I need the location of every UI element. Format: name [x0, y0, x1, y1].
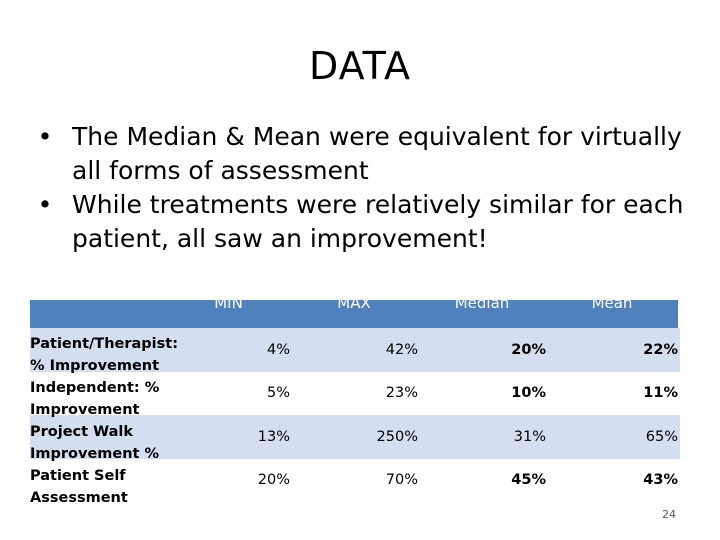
- header-cell-mean: Mean: [546, 294, 678, 328]
- cell-median: 45%: [511, 472, 546, 489]
- row-labels: Patient/Therapist: % Improvement Indepen…: [30, 333, 179, 509]
- header-mean-label: Mean: [591, 294, 633, 312]
- slide-title: DATA: [309, 44, 411, 88]
- bullet-item: • While treatments were relatively simil…: [30, 188, 690, 256]
- page-number: 24: [662, 508, 676, 521]
- header-cell-empty: [30, 300, 167, 328]
- bullet-item: • The Median & Mean were equivalent for …: [30, 120, 690, 188]
- cell-median: 31%: [513, 428, 546, 445]
- cell-min: 20%: [257, 472, 290, 489]
- table-row: 5% 23% 10% 11%: [30, 372, 680, 416]
- row-label-line: Project Walk: [30, 424, 133, 440]
- table-row: 20% 70% 45% 43%: [30, 459, 680, 503]
- bullet-list: • The Median & Mean were equivalent for …: [30, 120, 690, 256]
- cell-max: 42%: [385, 341, 418, 358]
- row-label-line: Patient Self: [30, 468, 126, 484]
- row-label-line: % Improvement: [30, 358, 160, 374]
- cell-min: 4%: [266, 341, 290, 358]
- header-max-label: MAX: [337, 294, 371, 312]
- cell-max: 23%: [385, 385, 418, 402]
- row-label-line: Assessment: [30, 490, 128, 506]
- row-label-line: Improvement: [30, 402, 140, 418]
- cell-min: 5%: [266, 385, 290, 402]
- cell-mean: 65%: [645, 428, 678, 445]
- cell-mean: 43%: [643, 472, 678, 489]
- header-cell-max: MAX: [290, 294, 418, 328]
- row-label-line: Improvement %: [30, 446, 160, 462]
- cell-median: 20%: [511, 341, 546, 358]
- table-row: 13% 250% 31% 65%: [30, 415, 680, 459]
- bullet-dot-icon: •: [37, 190, 53, 219]
- cell-max: 70%: [385, 472, 418, 489]
- table-header-row: MIN MAX Median Mean: [30, 294, 680, 328]
- row-label-line: Patient/Therapist:: [30, 336, 179, 352]
- header-cell-median: Median: [418, 294, 546, 328]
- data-table: MIN MAX Median Mean 4% 42% 20% 22% 5% 23…: [30, 294, 680, 503]
- cell-mean: 22%: [643, 341, 678, 358]
- cell-mean: 11%: [643, 385, 678, 402]
- bullet-text: While treatments were relatively similar…: [72, 190, 684, 253]
- bullet-dot-icon: •: [37, 122, 53, 151]
- header-min-label: MIN: [214, 294, 243, 312]
- cell-min: 13%: [257, 428, 290, 445]
- row-label-line: Independent: %: [30, 380, 160, 396]
- header-cell-min: MIN: [167, 294, 290, 328]
- table-row: 4% 42% 20% 22%: [30, 328, 680, 372]
- cell-median: 10%: [511, 385, 546, 402]
- header-median-label: Median: [454, 294, 510, 312]
- bullet-text: The Median & Mean were equivalent for vi…: [72, 122, 682, 185]
- cell-max: 250%: [376, 428, 418, 445]
